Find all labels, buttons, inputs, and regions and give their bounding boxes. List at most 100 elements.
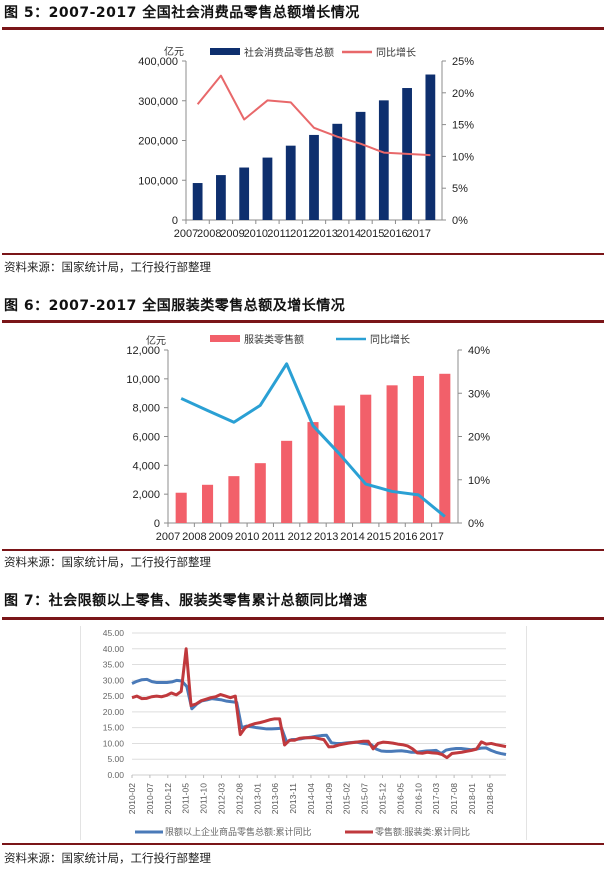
bar bbox=[202, 484, 214, 523]
figure-7-source: 资料来源：国家统计局，工行投行部整理 bbox=[4, 851, 211, 865]
left-axis-label: 2,000 bbox=[132, 489, 160, 501]
bar bbox=[386, 385, 398, 523]
x-axis-label: 2010-02 bbox=[127, 783, 137, 814]
bar bbox=[307, 422, 319, 523]
y-axis-label: 20.00 bbox=[103, 707, 125, 717]
right-axis-label: 0% bbox=[452, 215, 468, 227]
x-axis-label: 2013 bbox=[313, 228, 337, 240]
figure-7-top-rule bbox=[2, 617, 604, 620]
x-axis-label: 2010-12 bbox=[163, 783, 173, 814]
series-line-total-retail bbox=[131, 677, 507, 756]
x-axis-label: 2012 bbox=[288, 531, 312, 543]
growth-line bbox=[196, 74, 431, 157]
legend-bar-label: 服装类零售额 bbox=[244, 333, 304, 346]
bar bbox=[332, 123, 343, 220]
left-axis-label: 200,000 bbox=[138, 136, 178, 148]
bar bbox=[309, 134, 319, 220]
right-axis-label: 10% bbox=[452, 151, 474, 163]
series-line-apparel bbox=[131, 647, 507, 760]
left-axis-label: 0 bbox=[154, 518, 160, 530]
x-axis-label: 2016-05 bbox=[395, 783, 405, 814]
legend-line-label: 同比增长 bbox=[376, 46, 416, 59]
x-axis-label: 2010-07 bbox=[145, 783, 155, 814]
x-axis-label: 2013-06 bbox=[270, 783, 280, 814]
x-axis-label: 2012-08 bbox=[234, 783, 244, 814]
x-axis-label: 2017-03 bbox=[431, 783, 441, 814]
y-axis-label: 25.00 bbox=[103, 691, 125, 701]
figure-5-title: 图 5：2007-2017 全国社会消费品零售总额增长情况 bbox=[4, 5, 360, 21]
x-axis-label: 2009 bbox=[220, 228, 244, 240]
right-axis-label: 5% bbox=[452, 183, 468, 195]
x-axis-label: 2018-01 bbox=[467, 783, 477, 814]
y-axis-label: 45.00 bbox=[103, 628, 125, 638]
figure-6-title: 图 6：2007-2017 全国服装类零售总额及增长情况 bbox=[4, 298, 346, 314]
bar bbox=[378, 100, 389, 220]
left-axis-label: 12,000 bbox=[126, 345, 160, 357]
figure-5-top-rule bbox=[2, 27, 604, 30]
right-axis-label: 20% bbox=[452, 88, 474, 100]
bar bbox=[281, 440, 293, 523]
bar bbox=[355, 111, 366, 220]
x-axis-label: 2008 bbox=[197, 228, 221, 240]
figure-7-chart-frame bbox=[80, 626, 527, 840]
x-axis-label: 2013 bbox=[314, 531, 338, 543]
left-axis-label: 10,000 bbox=[126, 374, 160, 386]
bar bbox=[439, 373, 451, 523]
bar bbox=[254, 463, 266, 523]
bar bbox=[333, 405, 345, 523]
left-axis-label: 6,000 bbox=[132, 432, 160, 444]
x-axis-label: 2007 bbox=[156, 531, 180, 543]
right-axis-label: 40% bbox=[468, 345, 490, 357]
x-axis-label: 2017 bbox=[419, 531, 443, 543]
bar bbox=[285, 145, 296, 220]
x-axis-label: 2010 bbox=[235, 531, 259, 543]
x-axis-label: 2007 bbox=[174, 228, 198, 240]
x-axis-label: 2018-06 bbox=[485, 783, 495, 814]
bar bbox=[412, 375, 424, 523]
x-axis-label: 2013-01 bbox=[252, 783, 262, 814]
bar bbox=[175, 492, 187, 523]
bar bbox=[239, 167, 250, 220]
right-axis-label: 20% bbox=[468, 432, 490, 444]
x-axis-label: 2017-08 bbox=[449, 783, 459, 814]
x-axis-label: 2017 bbox=[406, 228, 430, 240]
bar bbox=[216, 175, 226, 220]
legend-bar-swatch bbox=[210, 48, 240, 55]
legend-line-label: 同比增长 bbox=[370, 333, 410, 346]
x-axis-label: 2014-09 bbox=[324, 783, 334, 814]
x-axis-label: 2016-10 bbox=[413, 783, 423, 814]
figure-7-title: 图 7：社会限额以上零售、服装类零售累计总额同比增速 bbox=[4, 593, 368, 609]
bar bbox=[262, 157, 273, 220]
figure-5-chart: 0 100,000 200,000 300,000 400,000 0% 5% 10% 15% 2… bbox=[138, 45, 474, 240]
legend-bar-label: 社会消费品零售总额 bbox=[244, 46, 334, 59]
right-axis-label: 0% bbox=[468, 518, 484, 530]
left-axis-label: 4,000 bbox=[132, 460, 160, 472]
left-axis-label: 400,000 bbox=[138, 56, 178, 68]
left-axis-label: 100,000 bbox=[138, 175, 178, 187]
x-axis-label: 2016 bbox=[393, 531, 417, 543]
x-axis-label: 2011-05 bbox=[181, 783, 191, 814]
x-axis-label: 2008 bbox=[182, 531, 206, 543]
unit-label: 亿元 bbox=[164, 45, 184, 58]
legend-bar-swatch bbox=[210, 335, 240, 342]
y-axis-label: 30.00 bbox=[103, 675, 125, 685]
bar bbox=[192, 183, 203, 220]
figure-7-bottom-rule bbox=[2, 843, 604, 845]
x-axis-label: 2010 bbox=[244, 228, 268, 240]
figure-6-bottom-rule bbox=[2, 549, 604, 551]
figure-5-source: 资料来源：国家统计局，工行投行部整理 bbox=[4, 260, 211, 274]
y-axis-label: 40.00 bbox=[103, 644, 125, 654]
figure-6-chart: 0 2,000 4,000 6,000 8,000 10,000 12,000 0% 10% 20… bbox=[126, 333, 490, 543]
legend-label-apparel: 零售额:服装类:累计同比 bbox=[375, 826, 470, 837]
x-axis-label: 2015 bbox=[367, 531, 391, 543]
left-axis-label: 300,000 bbox=[138, 96, 178, 108]
right-axis-label: 15% bbox=[452, 120, 474, 132]
figure-5-bottom-rule bbox=[2, 253, 604, 255]
y-axis-label: 0.00 bbox=[107, 770, 124, 780]
figure-6-top-rule bbox=[2, 320, 604, 323]
unit-label: 亿元 bbox=[146, 334, 166, 347]
figure-6-source: 资料来源：国家统计局，工行投行部整理 bbox=[4, 555, 211, 569]
y-axis-label: 10.00 bbox=[103, 738, 125, 748]
bar bbox=[425, 74, 436, 220]
bar bbox=[228, 476, 240, 523]
